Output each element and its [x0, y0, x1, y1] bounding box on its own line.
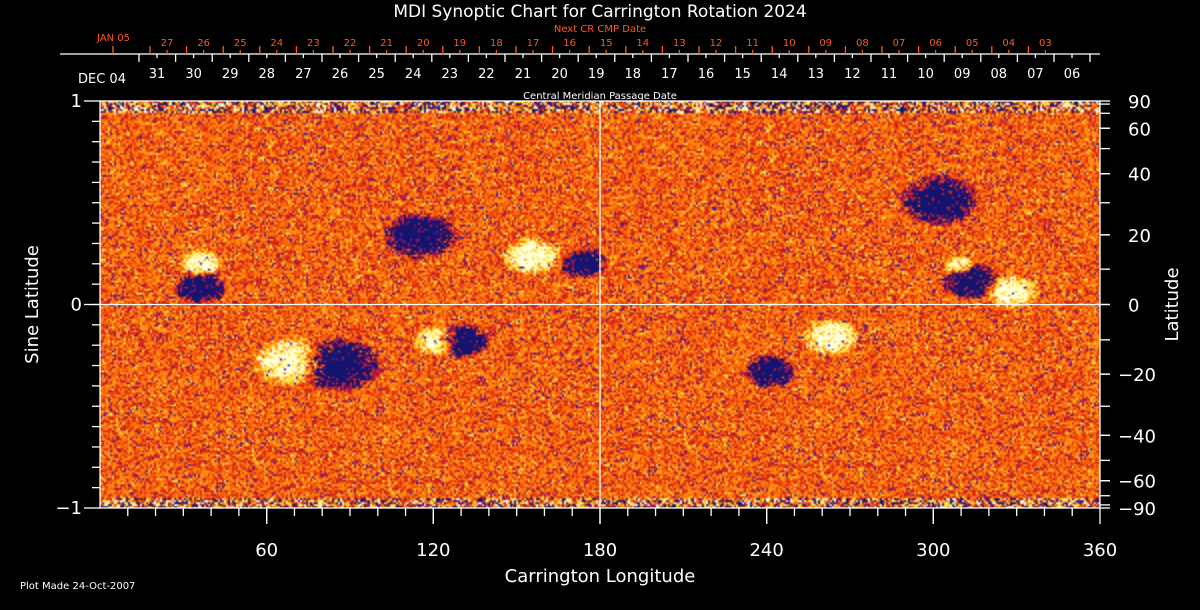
next-cr-date-label: 09 — [819, 38, 832, 49]
cmp-date-label: 13 — [808, 67, 825, 82]
y-tick-label: 0 — [71, 295, 82, 316]
next-cr-date-label: 15 — [600, 38, 613, 49]
x-tick-label: 180 — [583, 540, 617, 561]
cmp-date-label: 09 — [954, 67, 971, 82]
lat-tick-label: −60 — [1118, 472, 1156, 493]
cmp-axis-title: Central Meridian Passage Date — [523, 91, 677, 102]
x-tick-label: 300 — [916, 540, 950, 561]
next-cr-date-label: 25 — [234, 38, 247, 49]
next-cr-date-label: 23 — [307, 38, 320, 49]
next-cr-date-label: 22 — [344, 38, 357, 49]
next-cr-start-label: JAN 05 — [96, 33, 130, 44]
cmp-date-label: 24 — [405, 67, 422, 82]
next-cr-date-label: 07 — [893, 38, 906, 49]
next-cr-date-label: 13 — [673, 38, 686, 49]
next-cr-date-label: 24 — [270, 38, 283, 49]
next-cr-date-label: 03 — [1039, 38, 1052, 49]
cmp-date-label: 26 — [332, 67, 349, 82]
y-tick-label: 1 — [71, 91, 82, 112]
next-cr-date-label: 08 — [856, 38, 869, 49]
x-tick-label: 240 — [749, 540, 783, 561]
y2-axis-label: Latitude — [1162, 267, 1183, 341]
x-tick-label: 360 — [1083, 540, 1117, 561]
y-tick-label: −1 — [55, 498, 82, 519]
chart-title: MDI Synoptic Chart for Carrington Rotati… — [393, 2, 807, 22]
lat-tick-label: 40 — [1128, 165, 1151, 186]
cmp-date-label: 18 — [625, 67, 642, 82]
x-tick-label: 60 — [255, 540, 278, 561]
cmp-date-label: 23 — [442, 67, 459, 82]
y-axis-label: Sine Latitude — [22, 245, 43, 364]
lat-tick-label: −90 — [1118, 499, 1156, 520]
next-cr-date-label: 12 — [710, 38, 723, 49]
cmp-date-label: 30 — [185, 67, 202, 82]
next-cr-date-label: 10 — [783, 38, 796, 49]
cmp-date-label: 27 — [295, 67, 312, 82]
next-cr-date-label: 14 — [636, 38, 649, 49]
cmp-date-label: 21 — [515, 67, 532, 82]
cmp-date-label: 19 — [588, 67, 605, 82]
lat-tick-label: 20 — [1128, 226, 1151, 247]
cmp-date-label: 28 — [259, 67, 276, 82]
cmp-date-label: 12 — [844, 67, 861, 82]
next-cr-date-label: 21 — [380, 38, 393, 49]
next-cr-date-label: 05 — [966, 38, 979, 49]
x-tick-label: 120 — [416, 540, 450, 561]
cmp-date-label: 06 — [1064, 67, 1081, 82]
lat-tick-label: 0 — [1128, 296, 1139, 317]
next-cr-axis-title: Next CR CMP Date — [554, 24, 646, 35]
next-cr-date-label: 19 — [453, 38, 466, 49]
cmp-date-label: 08 — [991, 67, 1008, 82]
cmp-date-label: 25 — [368, 67, 385, 82]
lat-tick-label: −40 — [1118, 426, 1156, 447]
next-cr-date-label: 16 — [563, 38, 576, 49]
next-cr-date-label: 26 — [197, 38, 210, 49]
next-cr-date-label: 04 — [1002, 38, 1015, 49]
lat-tick-label: 90 — [1128, 92, 1151, 113]
lat-tick-label: 60 — [1128, 119, 1151, 140]
cmp-date-label: 07 — [1027, 67, 1044, 82]
cmp-date-label: 17 — [661, 67, 678, 82]
cmp-date-label: 29 — [222, 67, 239, 82]
next-cr-date-label: 20 — [417, 38, 430, 49]
cmp-date-label: 22 — [478, 67, 495, 82]
cmp-date-label: 15 — [734, 67, 751, 82]
cmp-start-label: DEC 04 — [78, 72, 126, 87]
cmp-date-label: 31 — [149, 67, 166, 82]
cmp-date-label: 16 — [698, 67, 715, 82]
next-cr-date-label: 18 — [490, 38, 503, 49]
next-cr-date-label: 17 — [527, 38, 540, 49]
cmp-date-label: 11 — [881, 67, 898, 82]
cmp-date-label: 10 — [917, 67, 934, 82]
cmp-date-label: 20 — [551, 67, 568, 82]
x-axis-label: Carrington Longitude — [505, 566, 696, 587]
lat-tick-label: −20 — [1118, 365, 1156, 386]
next-cr-date-label: 11 — [746, 38, 759, 49]
next-cr-date-label: 27 — [161, 38, 174, 49]
cmp-date-label: 14 — [771, 67, 788, 82]
next-cr-date-label: 06 — [929, 38, 942, 49]
plot-made-label: Plot Made 24-Oct-2007 — [20, 581, 135, 592]
